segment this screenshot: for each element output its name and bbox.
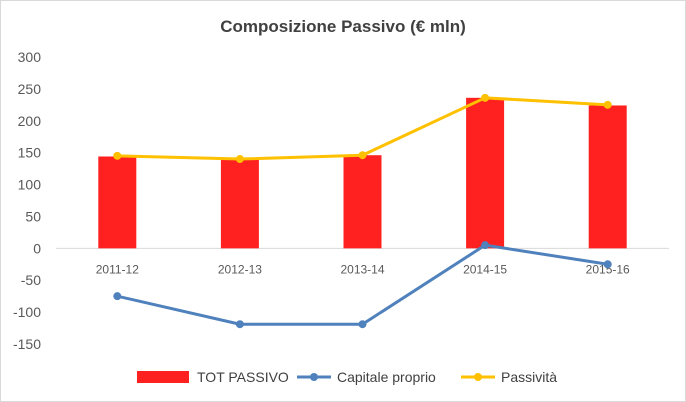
y-axis-ticks: 300 250 200 150 100 50 0 -50 -100 -150 (13, 49, 41, 352)
legend-label: TOT PASSIVO (197, 369, 289, 385)
series-point (481, 93, 490, 102)
bar (466, 97, 505, 249)
y-tick-label: -50 (21, 272, 41, 288)
bar (98, 156, 137, 249)
bar (343, 155, 382, 249)
legend-marker (310, 373, 318, 381)
x-tick-label: 2014-15 (463, 262, 507, 276)
legend-swatch (137, 371, 189, 383)
legend-label: Capitale proprio (337, 369, 436, 385)
series-point (235, 320, 244, 329)
legend: TOT PASSIVO Capitale proprio Passività (137, 369, 557, 385)
series-point (603, 100, 612, 109)
chart-title: Composizione Passivo (€ mln) (220, 17, 466, 36)
x-axis-ticks: 2011-12 2012-13 2013-14 2014-15 2015-16 (96, 262, 630, 276)
y-tick-label: 250 (18, 81, 42, 97)
y-tick-label: 100 (18, 177, 42, 193)
series-point (235, 155, 244, 164)
bar (220, 159, 259, 249)
bar (588, 105, 627, 249)
legend-marker (474, 373, 482, 381)
x-tick-label: 2013-14 (340, 262, 384, 276)
series-line (117, 96, 608, 161)
y-tick-label: -150 (13, 336, 41, 352)
y-tick-label: 50 (25, 208, 41, 224)
y-tick-label: 300 (18, 49, 42, 65)
x-tick-label: 2012-13 (218, 262, 262, 276)
series-point (603, 260, 612, 269)
x-tick-label: 2011-12 (96, 262, 139, 276)
series-point (358, 151, 367, 160)
series-point (358, 320, 367, 329)
series-point (481, 241, 490, 250)
series-point (113, 151, 122, 160)
series-line (116, 243, 608, 326)
bar-series (98, 97, 627, 249)
y-tick-label: 0 (33, 240, 41, 256)
legend-label: Passività (501, 369, 557, 385)
y-tick-label: 150 (18, 145, 42, 161)
x-tick-label: 2015-16 (586, 262, 630, 276)
series-point (113, 292, 122, 301)
y-tick-label: 200 (18, 113, 42, 129)
line-series (113, 93, 612, 329)
y-tick-label: -100 (13, 304, 41, 320)
